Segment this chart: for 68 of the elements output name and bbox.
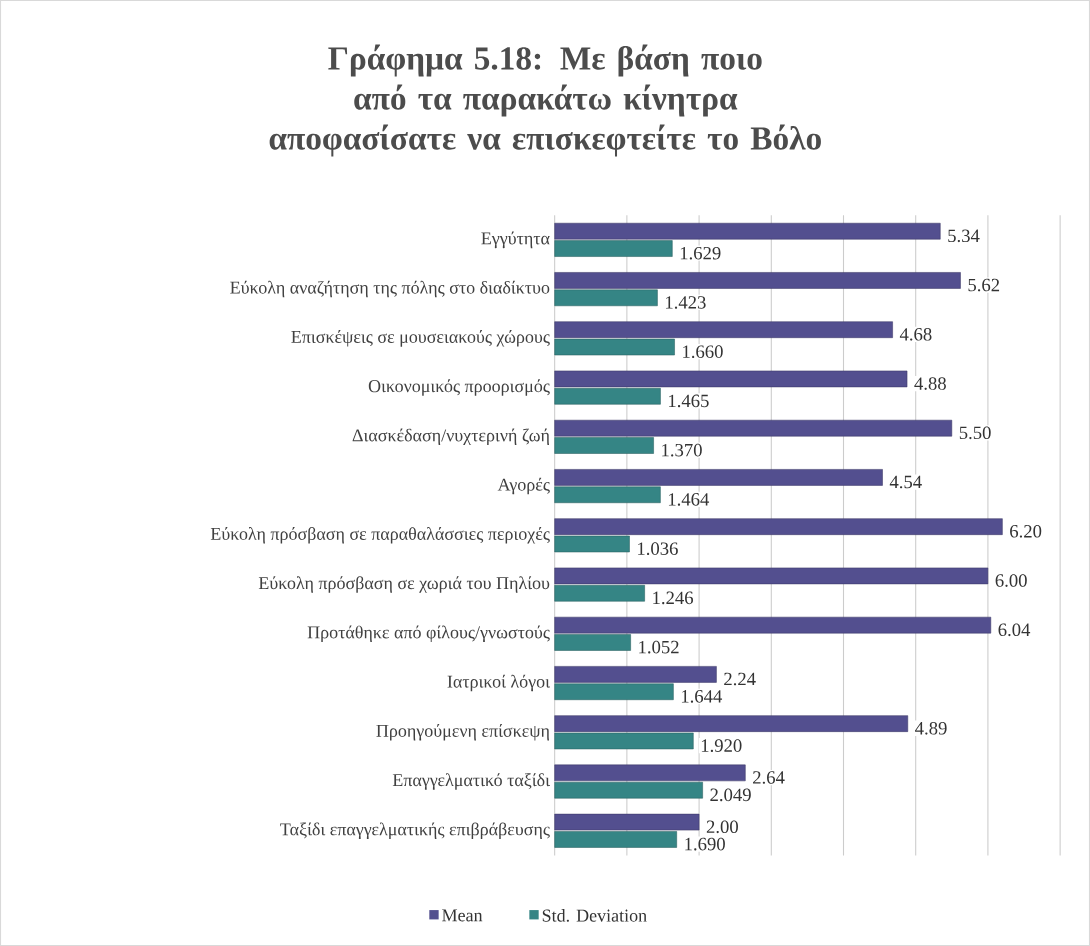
bar — [554, 666, 717, 683]
y-tick-label: Ταξίδι επαγγελματικής επιβράβευσης — [280, 822, 550, 840]
bar — [554, 831, 677, 848]
data-label: 1.660 — [683, 345, 723, 359]
bar — [554, 518, 1003, 535]
data-label: 1.644 — [681, 690, 723, 703]
data-label: 2.00 — [706, 820, 738, 834]
y-tick-label: Αγορές — [497, 477, 550, 495]
data-label: 1.052 — [639, 640, 679, 654]
y-tick-label: Εύκολη πρόσβαση σε χωριά του Πηλίου — [258, 576, 550, 593]
y-tick-label: Επισκέψεις σε μουσειακούς χώρους — [291, 330, 550, 347]
data-label: 4.68 — [899, 328, 932, 341]
bar — [554, 437, 654, 454]
bar — [554, 469, 883, 486]
data-label: 5.34 — [948, 229, 980, 243]
data-label: 4.88 — [914, 377, 946, 390]
data-label: 5.62 — [968, 278, 1000, 292]
data-label: 1.423 — [665, 296, 706, 309]
bar — [554, 321, 893, 338]
bar — [554, 616, 992, 634]
bar — [554, 370, 908, 388]
bar — [554, 535, 630, 553]
data-label: 1.464 — [668, 493, 710, 506]
data-label: 1.036 — [638, 542, 678, 556]
bar — [554, 388, 661, 405]
legend-label: Mean — [442, 909, 483, 922]
bar — [554, 222, 941, 240]
bar — [554, 715, 909, 732]
y-tick-label: Οικονομικός προορισμός — [368, 379, 550, 396]
y-tick-label: Επαγγελματικό ταξίδι — [392, 773, 550, 790]
bar — [554, 764, 746, 782]
data-label: 2.049 — [710, 788, 751, 802]
bar — [554, 813, 700, 831]
data-label: 6.04 — [998, 623, 1031, 637]
data-label: 1.370 — [662, 443, 702, 457]
chart-title: Γράφημα 5.18: Με βάση ποιο από τα παρακάτω κίνητρα αποφασίσατε να επισκεφτείτε το Βόλο — [269, 44, 821, 157]
bar — [554, 732, 694, 750]
bar — [554, 338, 675, 356]
y-tick-label: Εγγύτητα — [481, 231, 550, 249]
y-tick-label: Εύκολη πρόσβαση σε παραθαλάσσιες περιοχές — [210, 527, 550, 544]
data-label: 5.50 — [959, 426, 991, 440]
bar — [554, 419, 953, 437]
data-label: 1.465 — [669, 394, 709, 408]
y-tick-label: Ιατρικοί λόγοι — [447, 674, 550, 692]
data-label: 6.00 — [995, 574, 1027, 587]
data-label: 4.54 — [889, 475, 922, 489]
data-label: 2.64 — [753, 771, 785, 784]
data-label: 1.246 — [653, 591, 694, 605]
y-tick-label: Διασκέδαση/νυχτερινή ζωή — [352, 428, 550, 446]
data-label: 1.690 — [685, 837, 725, 851]
bar — [554, 289, 658, 307]
y-tick-label: Προηγούμενη επίσκεψη — [376, 724, 550, 741]
data-label: 6.20 — [1010, 525, 1042, 538]
y-tick-label: Προτάθηκε από φίλους/γνωστούς — [307, 625, 550, 643]
bar — [554, 567, 989, 585]
data-label: 1.920 — [701, 739, 742, 752]
data-label: 1.629 — [680, 246, 721, 260]
bar — [554, 486, 661, 504]
bar — [554, 683, 674, 701]
bar — [554, 272, 961, 289]
bar — [554, 240, 673, 257]
bar — [554, 634, 631, 651]
y-tick-label: Εύκολη αναζήτηση της πόλης στο διαδίκτυο — [230, 280, 550, 298]
data-label: 4.89 — [915, 721, 947, 735]
data-label: 2.24 — [724, 672, 756, 686]
bar — [554, 781, 703, 799]
bar — [554, 584, 645, 602]
legend-label: Std. Deviation — [542, 909, 647, 922]
